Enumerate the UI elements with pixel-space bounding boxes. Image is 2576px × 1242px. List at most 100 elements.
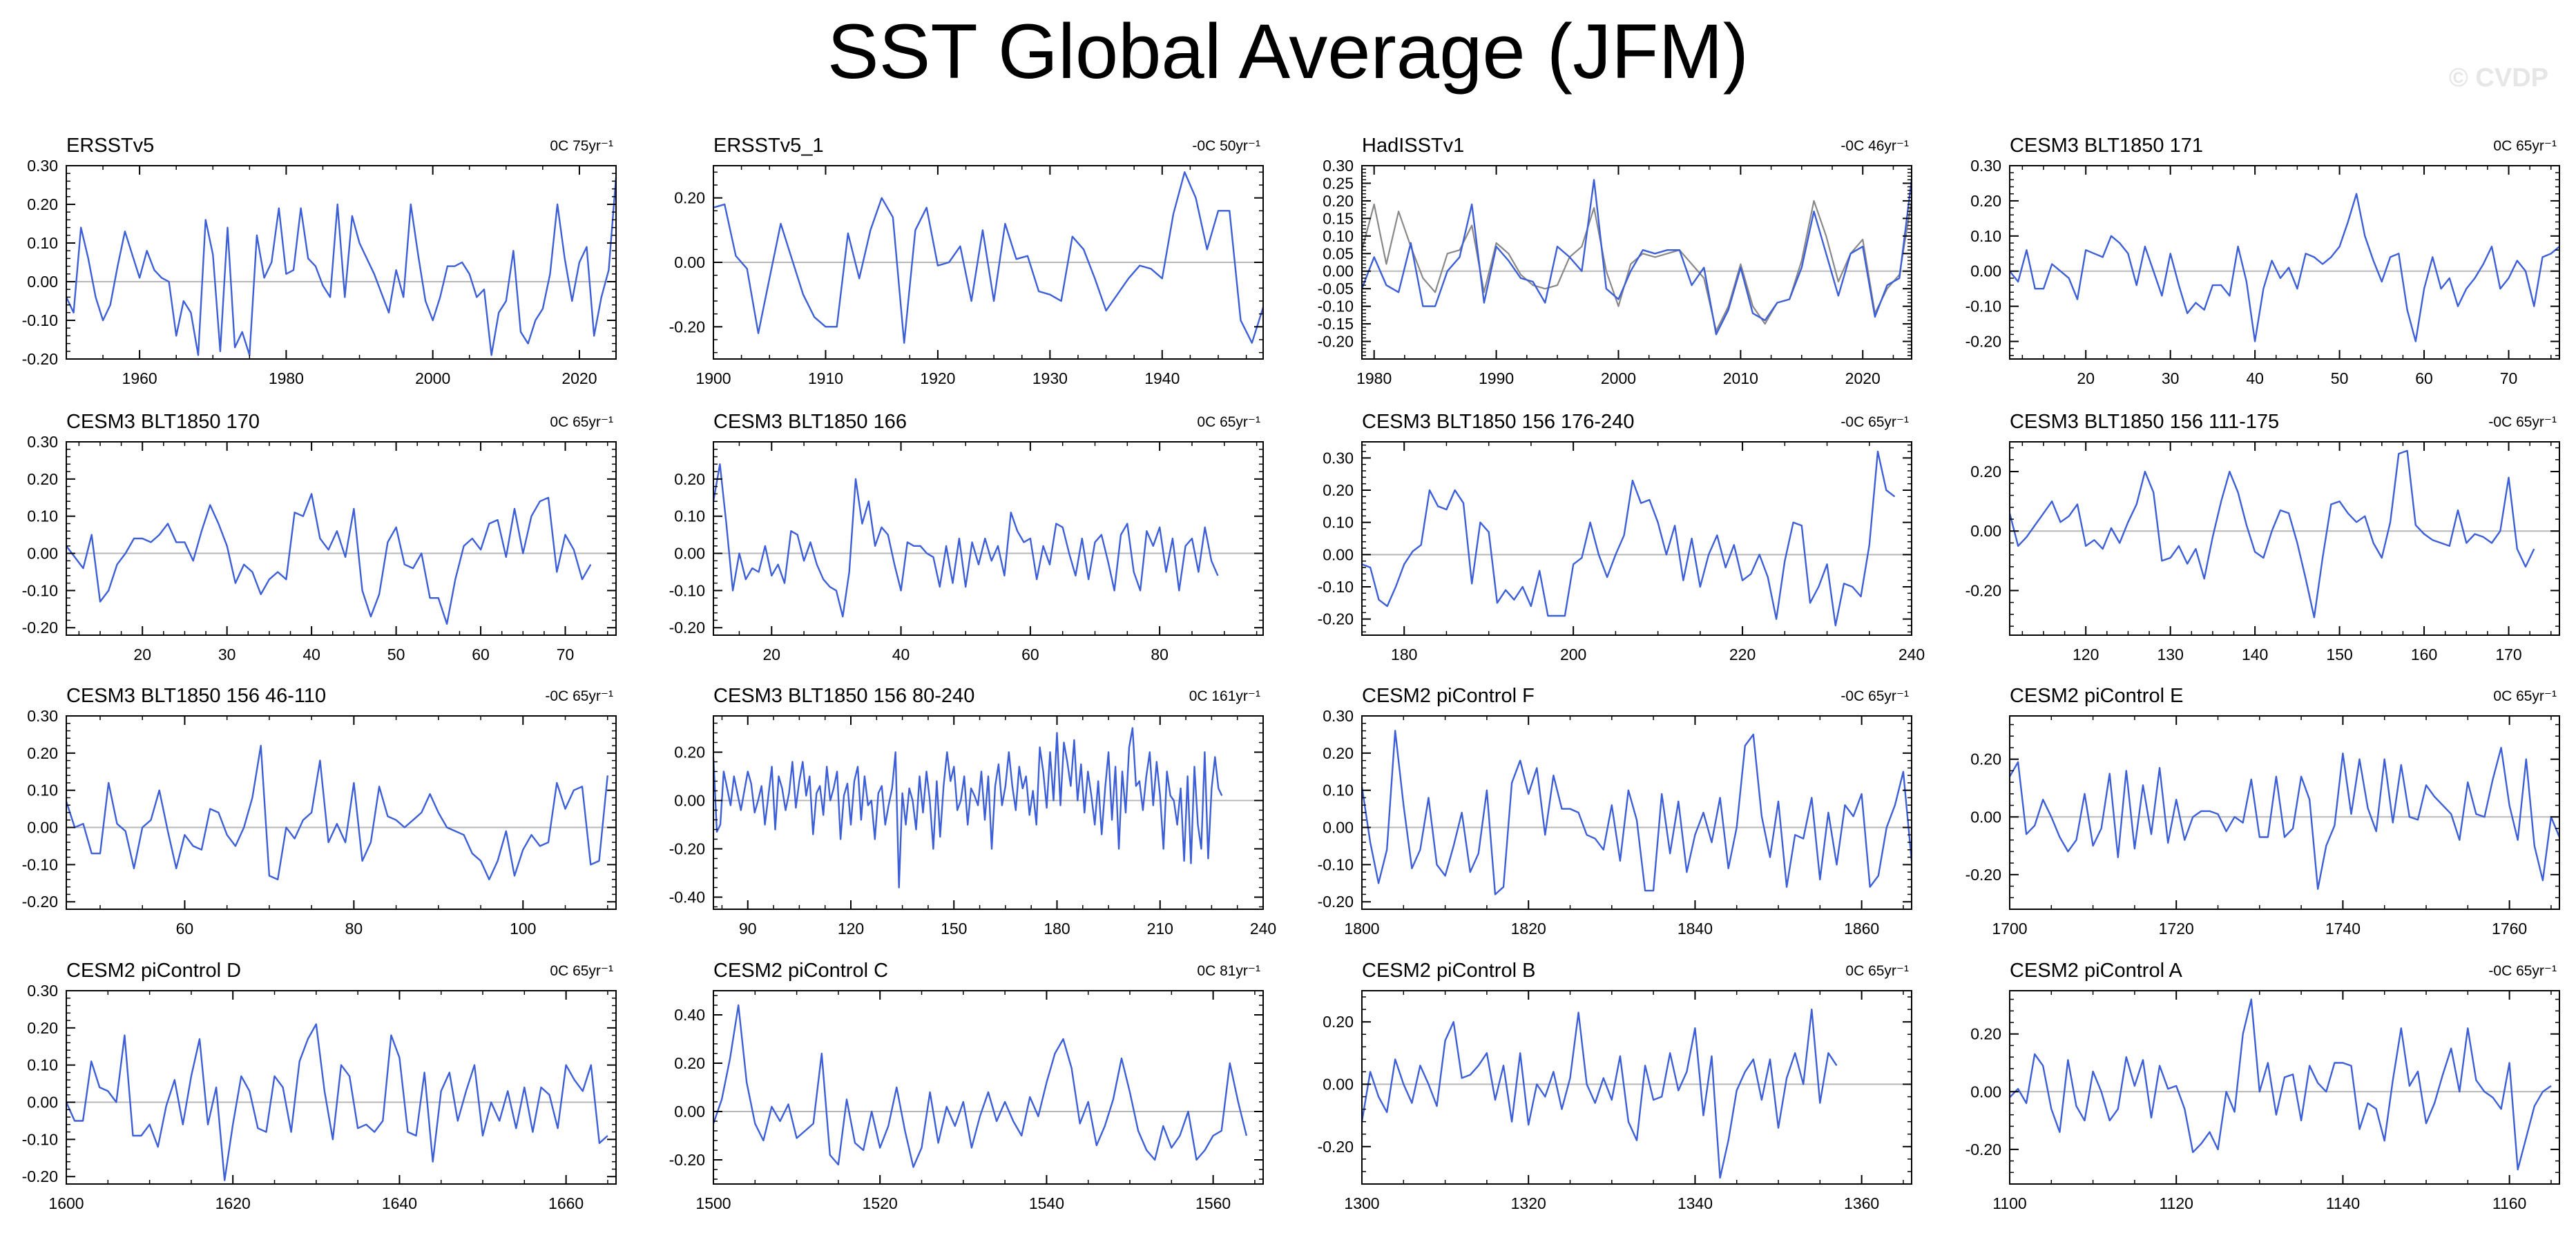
- panel-trend-label: 0C 65yr⁻¹: [550, 414, 613, 430]
- x-tick-label: 140: [2242, 646, 2268, 663]
- y-tick-label: -0.10: [22, 311, 58, 329]
- y-tick-label: 0.00: [1323, 545, 1354, 563]
- y-tick-label: 0.00: [27, 819, 58, 837]
- y-tick-label: -0.10: [1318, 578, 1354, 596]
- y-tick-label: 0.10: [1970, 227, 2001, 245]
- y-tick-label: 0.20: [27, 470, 58, 488]
- panel-title: ERSSTv5_1: [713, 135, 824, 157]
- y-tick-label: -0.20: [1965, 866, 2001, 884]
- panel-trend-label: 0C 65yr⁻¹: [2493, 138, 2557, 154]
- panel-4: CESM3 BLT1850 171 0C 65yr⁻¹ -0.20 -0.10 0.00…: [1965, 135, 2560, 387]
- x-tick-label: 1840: [1678, 920, 1713, 938]
- y-tick-label: 0.30: [27, 433, 58, 451]
- x-tick-label: 1340: [1678, 1194, 1713, 1212]
- x-tick-label: 80: [345, 920, 363, 938]
- y-tick-label: -0.05: [1318, 280, 1354, 298]
- panel-11: CESM2 piControl F -0C 65yr⁻¹ -0.20 -0.10 0.0…: [1318, 685, 1913, 938]
- x-tick-label: 220: [1729, 646, 1756, 663]
- x-tick-label: 1720: [2159, 920, 2194, 938]
- y-tick-label: 0.20: [27, 1019, 58, 1037]
- panel-trend-label: 0C 75yr⁻¹: [550, 138, 613, 154]
- y-tick-label: -0.40: [669, 889, 705, 906]
- y-tick-label: 0.00: [1970, 522, 2001, 540]
- panel-trend-label: 0C 65yr⁻¹: [2493, 688, 2557, 704]
- panel-10: CESM3 BLT1850 156 80-240 0C 161yr⁻¹ -0.40 -…: [669, 685, 1277, 938]
- y-tick-label: 0.20: [674, 470, 705, 488]
- y-tick-label: 0.05: [1323, 244, 1354, 262]
- plot-frame: [2009, 441, 2560, 636]
- y-tick-label: -0.20: [22, 350, 58, 368]
- x-tick-label: 80: [1151, 646, 1169, 663]
- panel-title: HadISSTv1: [1362, 135, 1464, 157]
- x-tick-label: 1910: [808, 369, 843, 387]
- y-tick-label: 0.00: [1970, 262, 2001, 280]
- y-tick-label: 0.00: [674, 1103, 705, 1120]
- x-tick-label: 170: [2495, 646, 2521, 663]
- y-tick-label: 0.30: [27, 157, 58, 175]
- x-tick-label: 1140: [2326, 1194, 2360, 1212]
- plot-frame: [1361, 165, 1912, 360]
- y-tick-label: 0.20: [674, 189, 705, 207]
- y-tick-label: -0.20: [1318, 1138, 1354, 1156]
- x-tick-label: 1980: [269, 369, 304, 387]
- y-tick-label: 0.00: [27, 273, 58, 291]
- panel-trend-label: 0C 81yr⁻¹: [1197, 963, 1260, 979]
- x-tick-label: 60: [2415, 369, 2433, 387]
- y-tick-label: -0.10: [22, 855, 58, 873]
- panel-trend-label: 0C 65yr⁻¹: [1197, 414, 1260, 430]
- y-tick-label: 0.00: [1970, 808, 2001, 826]
- panel-8: CESM3 BLT1850 156 111-175 -0C 65yr⁻¹ -0.20…: [1965, 411, 2560, 663]
- x-tick-label: 1660: [548, 1194, 584, 1212]
- x-tick-label: 1820: [1511, 920, 1546, 938]
- x-tick-label: 1560: [1195, 1194, 1231, 1212]
- series-line: [2008, 449, 2535, 619]
- panel-14: CESM2 piControl C 0C 81yr⁻¹ -0.20 0.00 0.20 0…: [669, 960, 1264, 1212]
- x-tick-label: 30: [2162, 369, 2180, 387]
- x-tick-label: 1960: [122, 369, 157, 387]
- y-tick-label: -0.20: [1965, 581, 2001, 599]
- x-tick-label: 40: [302, 646, 320, 663]
- x-tick-label: 1990: [1479, 369, 1514, 387]
- x-tick-label: 200: [1560, 646, 1586, 663]
- panel-title: CESM2 piControl E: [2010, 685, 2183, 707]
- x-tick-label: 120: [838, 920, 864, 938]
- x-tick-label: 20: [762, 646, 780, 663]
- y-tick-label: 0.30: [1323, 157, 1354, 175]
- panel-trend-label: -0C 65yr⁻¹: [2488, 414, 2557, 430]
- plot-frame: [66, 990, 617, 1185]
- series-line-secondary: [1361, 200, 1913, 332]
- series-line: [712, 463, 1219, 618]
- plot-frame: [66, 165, 617, 360]
- panel-trend-label: -0C 46yr⁻¹: [1840, 138, 1909, 154]
- x-tick-label: 1120: [2159, 1194, 2193, 1212]
- y-tick-label: -0.15: [1318, 315, 1354, 333]
- series-line: [1361, 730, 1913, 895]
- x-tick-label: 90: [739, 920, 757, 938]
- series-line: [1361, 450, 1896, 627]
- y-tick-label: 0.20: [1970, 192, 2001, 210]
- y-tick-label: 0.20: [1323, 1013, 1354, 1031]
- series-line: [713, 171, 1265, 344]
- x-tick-label: 40: [892, 646, 910, 663]
- plot-frame: [1361, 441, 1912, 636]
- panel-title: CESM3 BLT1850 170: [66, 411, 260, 433]
- y-tick-label: 0.10: [27, 507, 58, 525]
- x-tick-label: 1860: [1844, 920, 1879, 938]
- y-tick-label: 0.00: [1323, 1075, 1354, 1093]
- x-tick-label: 60: [176, 920, 194, 938]
- x-tick-label: 1600: [48, 1194, 84, 1212]
- y-tick-label: 0.20: [1970, 750, 2001, 768]
- y-tick-label: 0.00: [1970, 1083, 2001, 1100]
- y-tick-label: 0.10: [1323, 227, 1354, 245]
- panel-title: ERSSTv5: [66, 135, 154, 157]
- x-tick-label: 1920: [920, 369, 955, 387]
- panel-trend-label: 0C 65yr⁻¹: [1845, 963, 1909, 979]
- x-tick-label: 2020: [561, 369, 597, 387]
- x-tick-label: 1160: [2492, 1194, 2526, 1212]
- panel-title: CESM2 piControl B: [1362, 960, 1535, 982]
- x-tick-label: 1100: [1992, 1194, 2026, 1212]
- x-tick-label: 1520: [863, 1194, 898, 1212]
- y-tick-label: -0.10: [22, 581, 58, 599]
- x-tick-label: 150: [941, 920, 967, 938]
